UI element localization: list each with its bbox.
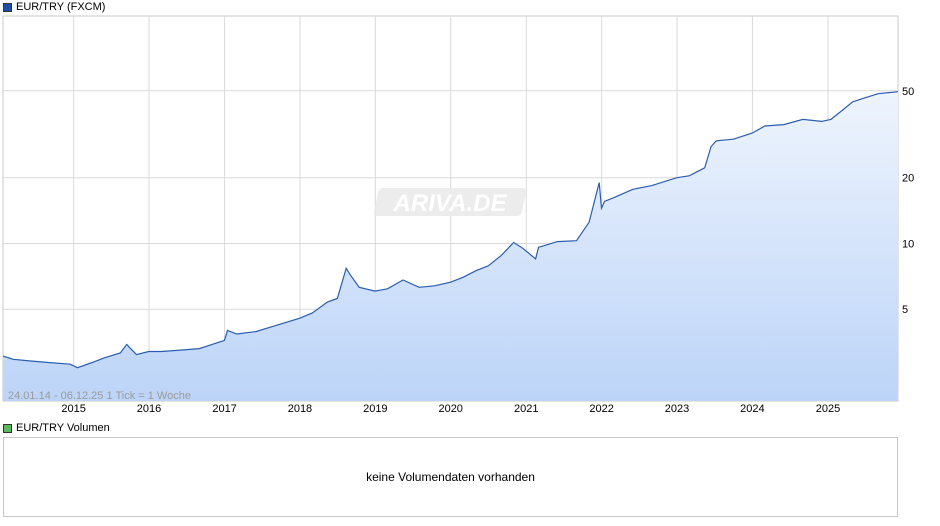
x-tick-label-2019: 2019 [363,403,387,415]
x-tick-label-2018: 2018 [288,403,312,415]
x-tick-label-2016: 2016 [137,403,161,415]
range-label: 24.01.14 - 06.12.25 1 Tick = 1 Woche [8,390,191,402]
y-tick-label-5: 5 [902,304,908,316]
x-tick-label-2024: 2024 [740,403,764,415]
y-tick-label-10: 10 [902,238,914,250]
price-line [3,91,898,369]
x-tick-label-2017: 2017 [212,403,236,415]
y-tick-label-50: 50 [902,86,914,98]
y-axis-ticks: 5 10 20 50 [902,86,914,316]
price-legend: EUR/TRY (FXCM) [3,1,105,13]
no-volume-message: keine Volumendaten vorhanden [366,470,535,484]
watermark-text: ARIVA.DE [393,190,508,217]
watermark: ARIVA.DE [373,188,527,217]
price-area [3,91,898,401]
y-tick-label-20: 20 [902,173,914,185]
x-tick-label-2023: 2023 [665,403,689,415]
x-tick-label-2025: 2025 [816,403,840,415]
x-tick-label-2015: 2015 [61,403,85,415]
volume-legend-swatch [3,423,12,433]
volume-legend: EUR/TRY Volumen [3,422,110,434]
x-axis-ticks: 2015 2016 2017 2018 2019 2020 2021 2022 2023 2024… [61,403,840,415]
price-legend-swatch [3,2,12,12]
volume-panel: keine Volumendaten vorhanden [3,437,898,517]
x-tick-label-2020: 2020 [438,403,462,415]
price-legend-label: EUR/TRY (FXCM) [16,1,106,13]
x-tick-label-2022: 2022 [589,403,613,415]
price-chart: ARIVA.DE 24.01.14 - 06.12.25 1 Tick = 1 … [2,15,914,415]
volume-legend-label: EUR/TRY Volumen [16,422,110,434]
x-tick-label-2021: 2021 [514,403,538,415]
